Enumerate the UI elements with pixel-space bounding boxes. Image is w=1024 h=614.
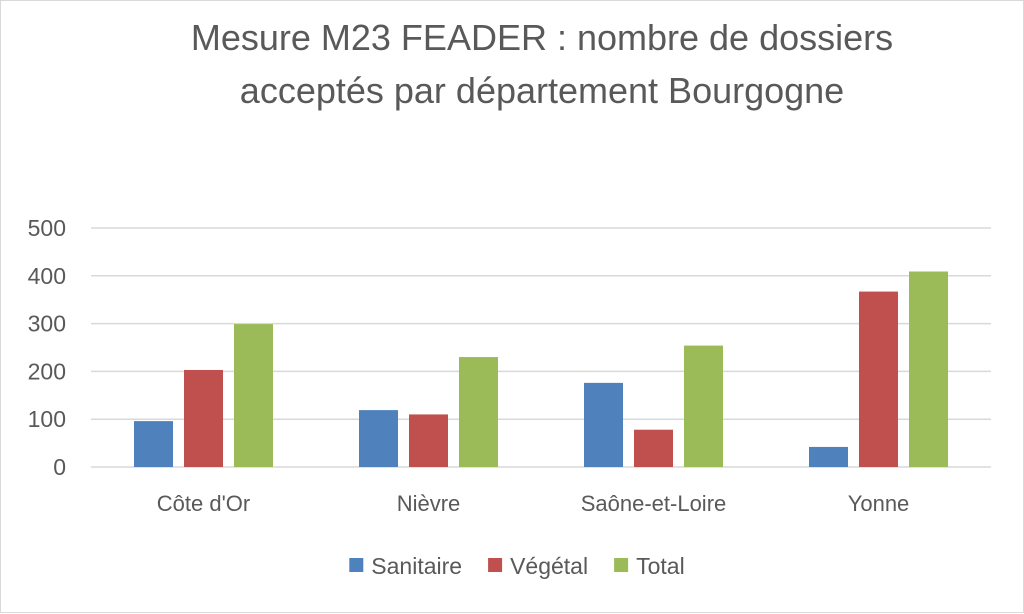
bar-2-1 (459, 357, 498, 467)
x-axis-category-labels: Côte d'Or Nièvre Saône-et-Loire Yonne (157, 491, 910, 516)
legend-label-0: Sanitaire (371, 553, 462, 579)
bar-0-3 (809, 446, 848, 467)
legend-label-1: Végétal (510, 553, 588, 579)
bar-2-3 (909, 271, 948, 467)
category-label-0: Côte d'Or (157, 491, 250, 516)
y-axis-tick-labels: 0 100 200 300 400 500 (28, 215, 66, 480)
y-tick-label-500: 500 (28, 215, 66, 241)
chart-title-line-1: Mesure M23 FEADER : nombre de dossiers (191, 17, 893, 58)
y-tick-label-100: 100 (28, 406, 66, 432)
bar-1-2 (634, 429, 673, 467)
category-label-3: Yonne (848, 491, 910, 516)
category-label-2: Saône-et-Loire (581, 491, 727, 516)
legend-item-2: Total (614, 553, 685, 579)
category-label-1: Nièvre (397, 491, 461, 516)
bar-0-0 (134, 421, 173, 467)
legend-swatch-1 (488, 558, 503, 572)
chart-title-line-2: acceptés par département Bourgogne (240, 70, 844, 111)
bar-0-2 (584, 382, 623, 467)
legend-swatch-2 (614, 558, 629, 572)
bar-0-1 (359, 410, 398, 467)
y-tick-label-200: 200 (28, 358, 66, 384)
bar-1-3 (859, 291, 898, 467)
legend-item-0: Sanitaire (349, 553, 462, 579)
bars (134, 271, 948, 467)
bar-1-0 (184, 369, 223, 467)
legend-label-2: Total (636, 553, 685, 579)
legend: Sanitaire Végétal Total (349, 553, 685, 579)
y-tick-label-300: 300 (28, 311, 66, 337)
bar-2-2 (684, 345, 723, 467)
legend-swatch-0 (349, 558, 364, 572)
y-tick-label-400: 400 (28, 263, 66, 289)
bar-1-1 (409, 414, 448, 467)
gridlines (91, 227, 991, 468)
y-tick-label-0: 0 (53, 454, 66, 480)
legend-item-1: Végétal (488, 553, 588, 579)
bar-2-0 (234, 324, 273, 467)
